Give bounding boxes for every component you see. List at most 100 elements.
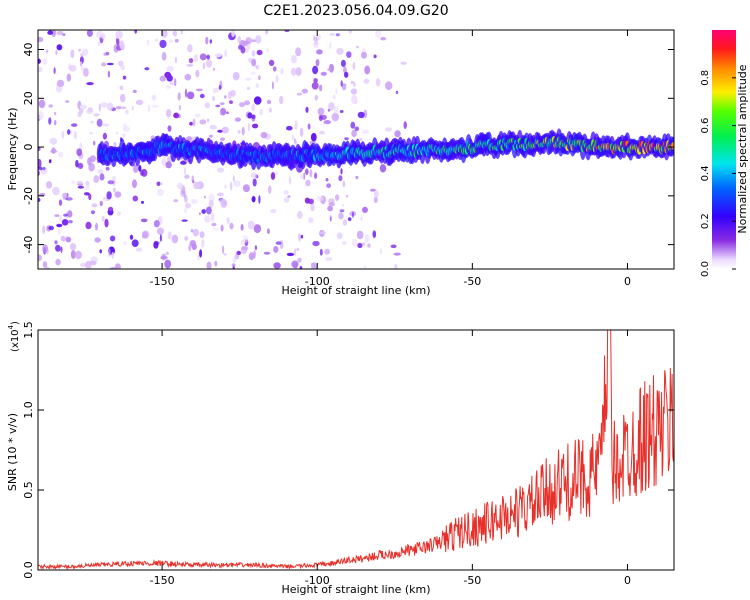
noise-blob [117,60,124,67]
noise-blob [237,35,242,44]
noise-blob [173,112,180,119]
noise-blob [299,266,303,269]
noise-blob [115,131,118,135]
noise-blob [193,181,200,190]
noise-blob [105,166,110,171]
noise-blob [284,30,290,33]
noise-blob [279,95,284,105]
noise-blob [86,30,93,37]
noise-blob [49,137,58,145]
noise-blob [125,109,129,115]
noise-blob [132,195,139,202]
noise-blob [268,59,275,66]
snr-panel: -150 -100 -50 0 0.0 0.5 1.0 1.5 (x104) SNR (10… [6,321,675,596]
noise-blob [327,68,331,71]
noise-blob [165,161,172,169]
noise-blob [359,138,363,141]
noise-blob [244,100,250,106]
noise-blob [342,180,346,188]
noise-blob [329,216,332,222]
noise-blob [305,106,309,113]
noise-blob [209,134,213,138]
noise-blob [380,36,387,41]
noise-blob [211,222,217,227]
noise-blob [229,222,234,230]
noise-blob [195,69,200,78]
noise-blob [357,242,363,249]
noise-blob [385,127,393,132]
noise-blob [135,99,144,106]
noise-blob [93,113,100,117]
noise-blob [325,257,333,261]
noise-blob [226,217,230,224]
noise-blob [190,229,194,233]
noise-blob [75,159,79,168]
noise-blob [394,263,398,269]
noise-blob [229,100,233,104]
noise-blob [94,237,101,243]
noise-blob [294,140,298,145]
noise-blob [60,235,66,242]
noise-blob [55,49,58,56]
noise-blob [42,261,48,268]
spectrogram-y-ticks: -40 -20 0 20 40 [22,43,674,254]
snr-scale-suffix: ) [10,321,21,325]
noise-blob [395,90,399,95]
noise-blob [350,88,358,95]
noise-blob [315,37,318,43]
noise-blob [294,120,298,125]
ridge-core [671,142,674,150]
x-tick-label: -100 [305,275,330,288]
noise-blob [247,122,251,132]
noise-blob [177,92,181,101]
noise-blob [188,58,194,64]
noise-blob [403,121,407,129]
noise-blob [97,169,104,174]
noise-blob [55,244,61,252]
noise-blob [122,126,130,132]
noise-blob [60,246,63,254]
y-tick-label: 1.0 [22,401,35,419]
noise-blob [216,167,225,173]
noise-blob [167,125,172,132]
noise-blob [351,129,357,138]
noise-blob [203,195,206,199]
noise-blob [251,114,256,120]
noise-blob [219,198,225,204]
noise-blob [56,79,65,87]
spectrogram-x-axis-label: Height of straight line (km) [281,284,430,297]
noise-blob [65,236,72,243]
spectrogram-noise [38,30,407,269]
noise-blob [151,104,159,108]
noise-blob [342,241,347,245]
noise-blob [325,178,329,182]
noise-blob [79,104,87,110]
noise-blob [265,30,269,35]
noise-blob [133,164,139,173]
noise-blob [108,206,114,212]
noise-blob [338,212,344,220]
noise-blob [253,96,262,105]
noise-blob [113,187,116,193]
noise-blob [76,148,83,156]
noise-blob [291,134,295,141]
noise-blob [288,176,292,185]
noise-blob [178,104,181,111]
noise-blob [255,65,259,69]
noise-blob [240,246,248,255]
noise-blob [48,159,52,164]
noise-blob [56,223,63,228]
noise-blob [89,260,97,266]
noise-blob [154,38,159,42]
noise-blob [99,200,103,207]
noise-blob [116,106,122,110]
noise-blob [250,71,256,75]
noise-blob [38,197,41,203]
noise-blob [220,224,224,232]
noise-blob [56,30,64,36]
noise-blob [180,30,183,35]
noise-blob [54,111,57,116]
noise-blob [58,199,63,206]
noise-blob [280,68,284,75]
noise-blob [140,218,148,223]
